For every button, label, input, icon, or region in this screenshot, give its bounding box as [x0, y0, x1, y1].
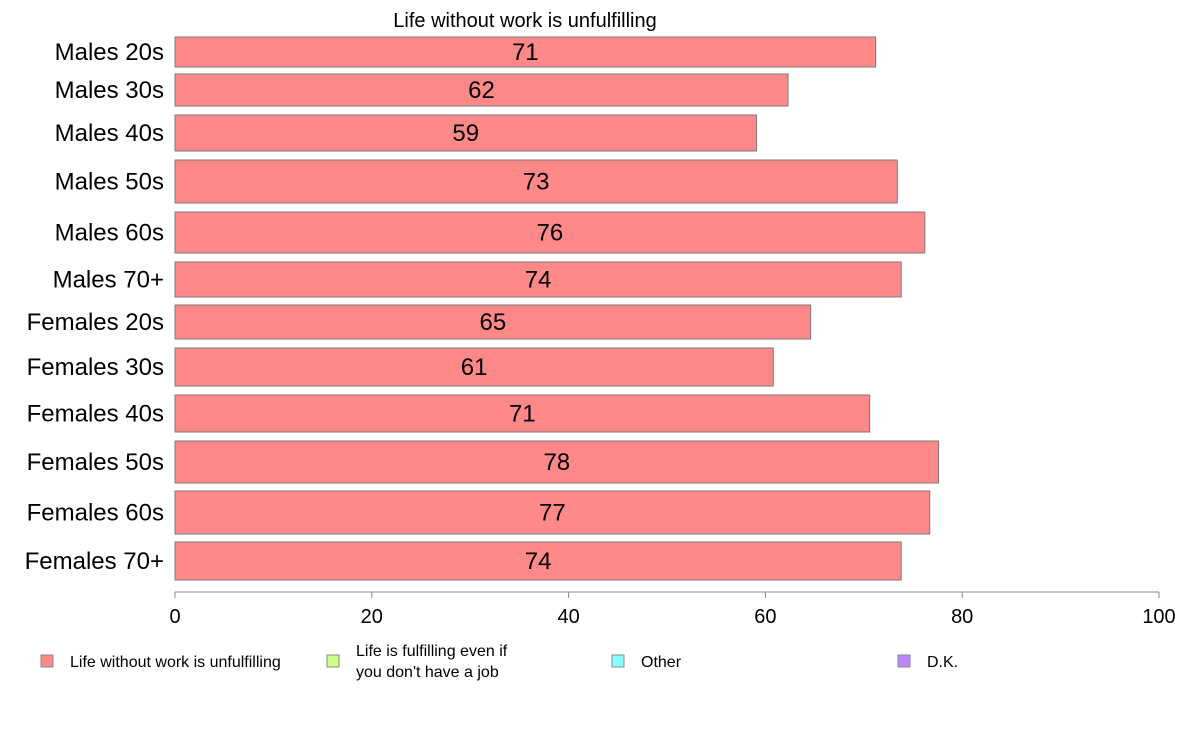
legend-label: Other — [641, 654, 682, 671]
category-label: Males 50s — [55, 169, 164, 196]
bar-value-label: 78 — [543, 449, 570, 476]
bar — [174, 114, 758, 152]
category-label: Males 60s — [55, 220, 164, 247]
bar-value-label: 61 — [461, 354, 488, 381]
bars-layer: Males 20s 71 Males 30s 62 Males 40s 59 Males 5… — [25, 36, 940, 581]
category-label: Males 20s — [55, 39, 164, 66]
bar — [174, 159, 898, 204]
bar — [174, 394, 871, 433]
category-label: Males 40s — [55, 120, 164, 147]
legend-swatch — [326, 654, 340, 668]
category-label: Males 70+ — [53, 267, 164, 294]
category-label: Males 30s — [55, 77, 164, 104]
x-axis: 0 20 40 60 80 100 — [169, 591, 1176, 628]
bar — [174, 440, 940, 484]
bar-value-label: 71 — [512, 39, 539, 66]
legend: Life without work is unfulfilling Life is… — [40, 643, 958, 681]
legend-label: Life is fulfilling even if you don't have… — [356, 643, 508, 681]
x-tick-label: 100 — [1142, 606, 1175, 628]
x-tick-label: 60 — [754, 606, 776, 628]
legend-swatch — [897, 654, 911, 668]
legend-swatch — [611, 654, 625, 668]
bar — [174, 73, 789, 107]
x-tick-label: 20 — [361, 606, 383, 628]
category-label: Females 60s — [27, 500, 164, 527]
bar — [174, 541, 902, 581]
category-label: Females 20s — [27, 309, 164, 336]
bar — [174, 36, 877, 68]
bar — [174, 304, 812, 340]
category-label: Females 70+ — [25, 548, 164, 575]
bar-value-label: 59 — [452, 120, 479, 147]
bar — [174, 347, 774, 387]
x-tick-label: 0 — [169, 606, 180, 628]
chart-title: Life without work is unfulfilling — [393, 10, 656, 32]
x-tick-label: 40 — [557, 606, 579, 628]
legend-label: Life without work is unfulfilling — [70, 654, 281, 671]
bar-value-label: 62 — [468, 77, 495, 104]
bar-value-label: 74 — [525, 548, 552, 575]
bar-value-label: 74 — [525, 267, 552, 294]
category-label: Females 50s — [27, 449, 164, 476]
bar-value-label: 65 — [479, 309, 506, 336]
legend-swatch — [40, 654, 54, 668]
legend-label-line: you don't have a job — [356, 664, 499, 681]
bar — [174, 490, 931, 535]
legend-label-line: Life is fulfilling even if — [356, 643, 508, 660]
bar-value-label: 77 — [539, 500, 566, 527]
bar — [174, 211, 926, 254]
category-label: Females 40s — [27, 401, 164, 428]
bar — [174, 261, 902, 298]
bar-value-label: 76 — [537, 220, 564, 247]
legend-label: D.K. — [927, 654, 958, 671]
category-label: Females 30s — [27, 354, 164, 381]
bar-value-label: 71 — [509, 401, 536, 428]
bar-value-label: 73 — [523, 169, 550, 196]
x-tick-label: 80 — [951, 606, 973, 628]
